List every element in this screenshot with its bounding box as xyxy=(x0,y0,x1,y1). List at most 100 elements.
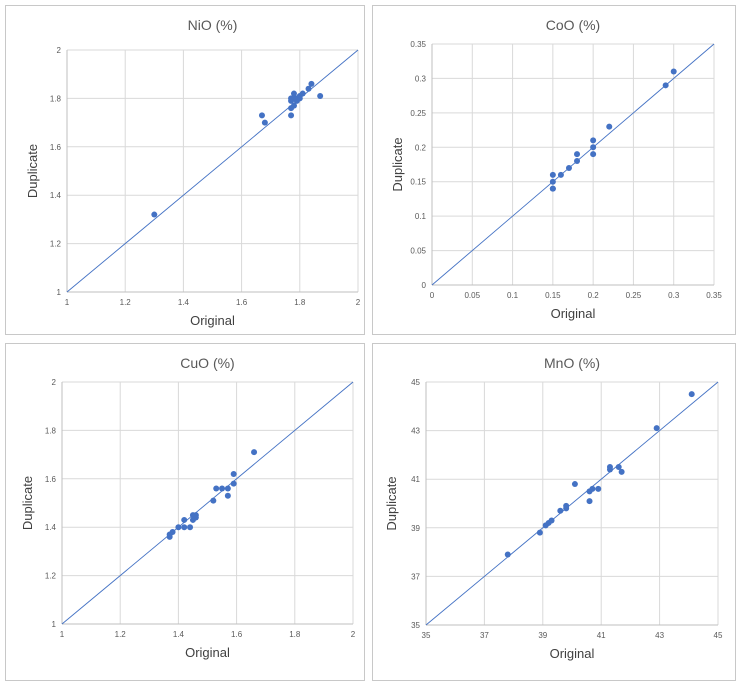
y-tick-label: 1.6 xyxy=(45,475,57,484)
x-tick-label: 0.3 xyxy=(668,291,680,300)
reference-line xyxy=(425,381,719,626)
y-tick-label: 1 xyxy=(57,288,62,297)
data-point xyxy=(589,485,596,492)
y-tick-label: 1.8 xyxy=(50,94,62,103)
data-point xyxy=(536,529,543,536)
y-tick-label: 1.2 xyxy=(50,240,62,249)
y-tick-label: 1 xyxy=(52,620,57,629)
y-tick-label: 37 xyxy=(411,572,420,581)
data-point xyxy=(181,524,188,531)
y-axis-label: Duplicate xyxy=(384,476,399,530)
x-tick-label: 0.05 xyxy=(464,291,480,300)
x-axis-label: Original xyxy=(551,306,596,321)
data-point xyxy=(317,92,324,99)
x-tick-label: 1.4 xyxy=(173,630,185,639)
data-point xyxy=(288,112,295,119)
data-point xyxy=(305,85,312,92)
data-point xyxy=(230,470,237,477)
data-point xyxy=(557,507,564,514)
data-point xyxy=(549,171,556,178)
chart-title: MnO (%) xyxy=(544,355,600,371)
data-point xyxy=(549,178,556,185)
data-point xyxy=(574,158,581,165)
y-tick-label: 1.2 xyxy=(45,572,57,581)
data-point xyxy=(192,512,199,519)
chart-panel-4: 35 37 39 41 43 45 35 37 39 41 43 45 MnO (%) Original D… xyxy=(372,343,736,681)
x-tick-label: 45 xyxy=(714,631,723,640)
data-point xyxy=(595,485,602,492)
reference-line xyxy=(61,381,354,625)
data-point xyxy=(557,171,564,178)
chart-svg: 1 1.2 1.4 1.6 1.8 2 1 1.2 1.4 1.6 1.8 2 NiO (%) Origi… xyxy=(25,17,361,328)
data-point xyxy=(618,468,625,475)
data-point xyxy=(308,80,315,87)
x-tick-label: 1.8 xyxy=(289,630,301,639)
data-point xyxy=(175,524,182,531)
y-tick-label: 0 xyxy=(422,281,427,290)
x-tick-label: 43 xyxy=(655,631,664,640)
data-point xyxy=(571,481,578,488)
data-point xyxy=(187,524,194,531)
data-point xyxy=(606,123,613,130)
y-tick-label: 45 xyxy=(411,378,420,387)
data-point xyxy=(261,119,268,126)
x-tick-label: 0.15 xyxy=(545,291,561,300)
x-tick-label: 2 xyxy=(356,298,361,307)
data-point xyxy=(213,485,220,492)
x-tick-label: 0.35 xyxy=(706,291,722,300)
x-tick-label: 41 xyxy=(597,631,606,640)
data-point xyxy=(549,185,556,192)
chart-panel-1: 1 1.2 1.4 1.6 1.8 2 1 1.2 1.4 1.6 1.8 2 NiO (%) Origi… xyxy=(5,5,365,335)
x-tick-label: 1 xyxy=(65,298,70,307)
data-point xyxy=(151,211,158,218)
data-point xyxy=(653,425,660,432)
chart-title: CuO (%) xyxy=(180,355,234,371)
data-point xyxy=(290,102,297,109)
x-axis-label: Original xyxy=(185,645,230,660)
data-point xyxy=(662,82,669,89)
chart-panel-2: 0 0.05 0.1 0.15 0.2 0.25 0.3 0.35 0 0.05 0.1 0.15 0.… xyxy=(372,5,736,335)
x-axis-label: Original xyxy=(190,313,235,328)
y-tick-label: 0.3 xyxy=(415,74,427,83)
chart-svg: 0 0.05 0.1 0.15 0.2 0.25 0.3 0.35 0 0.05 0.1 0.15 0.… xyxy=(390,17,722,321)
data-point xyxy=(230,480,237,487)
data-point xyxy=(565,164,572,171)
data-point xyxy=(586,498,593,505)
x-tick-label: 1.8 xyxy=(294,298,306,307)
y-axis-label: Duplicate xyxy=(390,137,405,191)
data-point xyxy=(210,497,217,504)
data-point xyxy=(251,449,258,456)
x-tick-label: 1.2 xyxy=(115,630,127,639)
x-axis-label: Original xyxy=(550,646,595,661)
x-tick-label: 1.6 xyxy=(231,630,243,639)
data-point xyxy=(504,551,511,558)
x-tick-label: 1.4 xyxy=(178,298,190,307)
data-point xyxy=(169,529,176,536)
y-axis-label: Duplicate xyxy=(25,144,40,198)
reference-line xyxy=(66,49,359,293)
y-tick-label: 41 xyxy=(411,475,420,484)
y-tick-label: 0.15 xyxy=(410,178,426,187)
y-tick-label: 0.25 xyxy=(410,109,426,118)
x-tick-label: 1 xyxy=(60,630,65,639)
y-tick-label: 0.2 xyxy=(415,143,427,152)
data-point xyxy=(590,137,597,144)
data-point xyxy=(563,502,570,509)
data-point xyxy=(258,112,265,119)
y-tick-label: 35 xyxy=(411,621,420,630)
x-tick-label: 0 xyxy=(430,291,435,300)
y-tick-label: 39 xyxy=(411,524,420,533)
y-tick-label: 43 xyxy=(411,427,420,436)
data-point xyxy=(606,464,613,471)
y-axis-label: Duplicate xyxy=(20,476,35,530)
data-point xyxy=(290,90,297,97)
data-point xyxy=(219,485,226,492)
y-tick-label: 0.35 xyxy=(410,40,426,49)
y-tick-label: 1.4 xyxy=(50,191,62,200)
data-point xyxy=(224,485,231,492)
y-tick-label: 0.05 xyxy=(410,247,426,256)
data-point xyxy=(615,464,622,471)
chart-svg: 1 1.2 1.4 1.6 1.8 2 1 1.2 1.4 1.6 1.8 2 CuO (%) Origi… xyxy=(20,355,356,660)
data-point xyxy=(548,517,555,524)
